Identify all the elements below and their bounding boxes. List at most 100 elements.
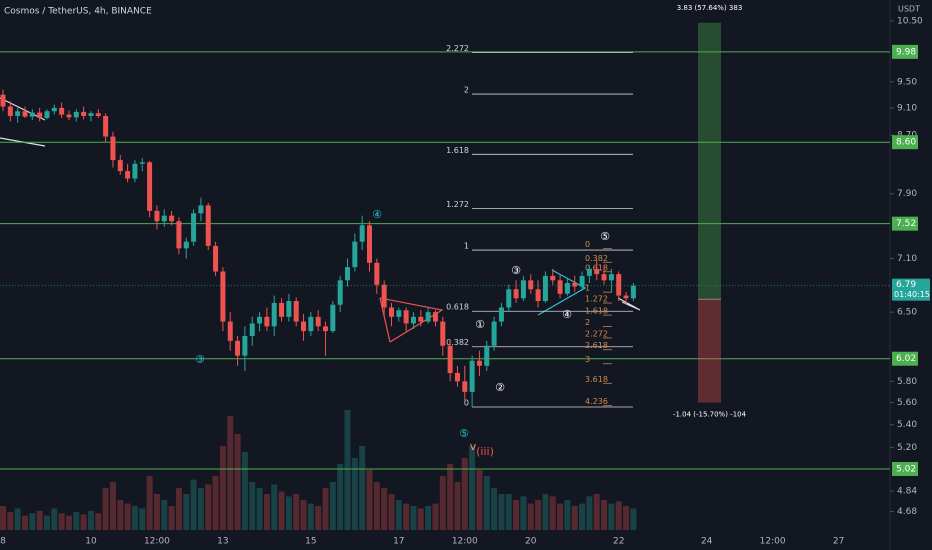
candle-body	[183, 241, 189, 249]
stop-label: -1.04 (-15.70%) -104	[673, 411, 747, 419]
candle-body	[476, 360, 482, 366]
fib-label: 1.618	[585, 307, 608, 316]
fib-label: 1	[585, 284, 590, 293]
volume-bar	[168, 506, 175, 530]
y-tick-label: 9.10	[897, 103, 917, 113]
volume-bar	[131, 506, 138, 530]
candle-body	[462, 381, 468, 392]
y-tick-label: 6.50	[897, 308, 917, 318]
wave-label: ④	[372, 208, 382, 221]
candle-body	[154, 210, 160, 222]
candle-body	[293, 301, 299, 322]
candle-body	[125, 171, 131, 179]
volume-bar	[139, 508, 146, 530]
candle-body	[374, 262, 380, 285]
volume-bar	[505, 494, 512, 530]
fib-label: 3	[585, 355, 590, 364]
volume-bar	[95, 513, 102, 530]
volume-bar	[65, 515, 72, 530]
volume-bar	[307, 503, 314, 530]
candle-body	[345, 267, 351, 281]
x-tick-label: 8	[0, 537, 6, 547]
volume-bar	[21, 515, 28, 530]
volume-bar	[608, 503, 615, 530]
volume-bar	[469, 446, 476, 530]
candle-body	[484, 345, 490, 366]
volume-bar	[337, 464, 344, 530]
price-tag-label: 6.79	[896, 280, 916, 290]
volume-bar	[197, 488, 204, 530]
x-tick-label: 15	[305, 537, 316, 547]
volume-bar	[146, 476, 153, 530]
volume-bar	[190, 479, 197, 530]
volume-bar	[285, 496, 292, 530]
candle-body	[249, 323, 255, 336]
volume-bar	[249, 482, 256, 530]
volume-bar	[586, 496, 593, 530]
volume-bar	[117, 500, 124, 530]
volume-bar	[491, 488, 498, 530]
volume-bar	[388, 494, 395, 530]
volume-bar	[36, 510, 43, 530]
candle-body	[520, 280, 526, 299]
volume-bar	[205, 484, 212, 530]
volume-bar	[256, 488, 263, 530]
y-tick-label: 4.68	[897, 507, 917, 517]
candle-body	[425, 312, 431, 322]
chart-title: Cosmos / TetherUS, 4h, BINANCE	[4, 7, 152, 17]
volume-bar	[542, 494, 549, 530]
candle-body	[117, 160, 123, 172]
candle-body	[22, 111, 28, 117]
volume-bar	[7, 512, 14, 530]
candle-body	[37, 112, 43, 118]
wave-label: ②	[495, 381, 505, 394]
fib-label: 0.618	[446, 303, 469, 312]
candle-body	[176, 221, 182, 249]
volume-bar	[381, 488, 388, 530]
y-tick-label: 10.50	[897, 17, 923, 27]
candle-body	[381, 284, 387, 308]
candle-body	[396, 310, 402, 317]
candle-body	[564, 282, 570, 294]
candle-body	[51, 107, 57, 112]
volume-bar	[278, 491, 285, 530]
level-tag-label: 6.02	[896, 354, 916, 364]
level-tag-label: 9.98	[896, 47, 916, 57]
volume-bar	[212, 476, 219, 530]
level-tag-label: 8.60	[896, 138, 916, 148]
stop-zone	[698, 299, 721, 403]
candle-body	[403, 310, 409, 324]
fib-label: 1.272	[446, 200, 469, 209]
candle-body	[198, 205, 204, 214]
wave-label: v	[470, 440, 477, 453]
x-tick-label: 20	[525, 537, 537, 547]
x-tick-label: 17	[393, 537, 404, 547]
y-tick-label: 5.60	[897, 398, 917, 408]
candle-body	[352, 241, 358, 268]
triangle	[379, 297, 444, 343]
candle-body	[601, 274, 607, 281]
volume-bar	[513, 500, 520, 530]
x-tick-label: 13	[217, 537, 228, 547]
drawings	[0, 97, 641, 343]
volume-bar	[271, 484, 278, 530]
fib-label: 0	[585, 240, 590, 249]
wave-label: ③	[195, 353, 205, 366]
volume-bar	[425, 506, 432, 530]
candle-body	[594, 268, 600, 275]
candle-body	[161, 215, 167, 222]
candle-body	[469, 360, 475, 392]
candle-body	[271, 302, 277, 327]
x-tick-label: 12:00	[144, 537, 170, 547]
y-tick-label: 9.50	[897, 77, 917, 87]
volume-bar	[395, 500, 402, 530]
candle-body	[454, 372, 460, 382]
volume-bar	[322, 488, 329, 530]
candle-body	[191, 213, 197, 242]
volume-bar	[175, 488, 182, 530]
wave-label: (iii)	[476, 445, 494, 458]
currency: USDT	[898, 5, 920, 14]
fib-label: 2	[464, 86, 469, 95]
volume-bar	[73, 512, 80, 530]
candle-body	[147, 162, 153, 211]
